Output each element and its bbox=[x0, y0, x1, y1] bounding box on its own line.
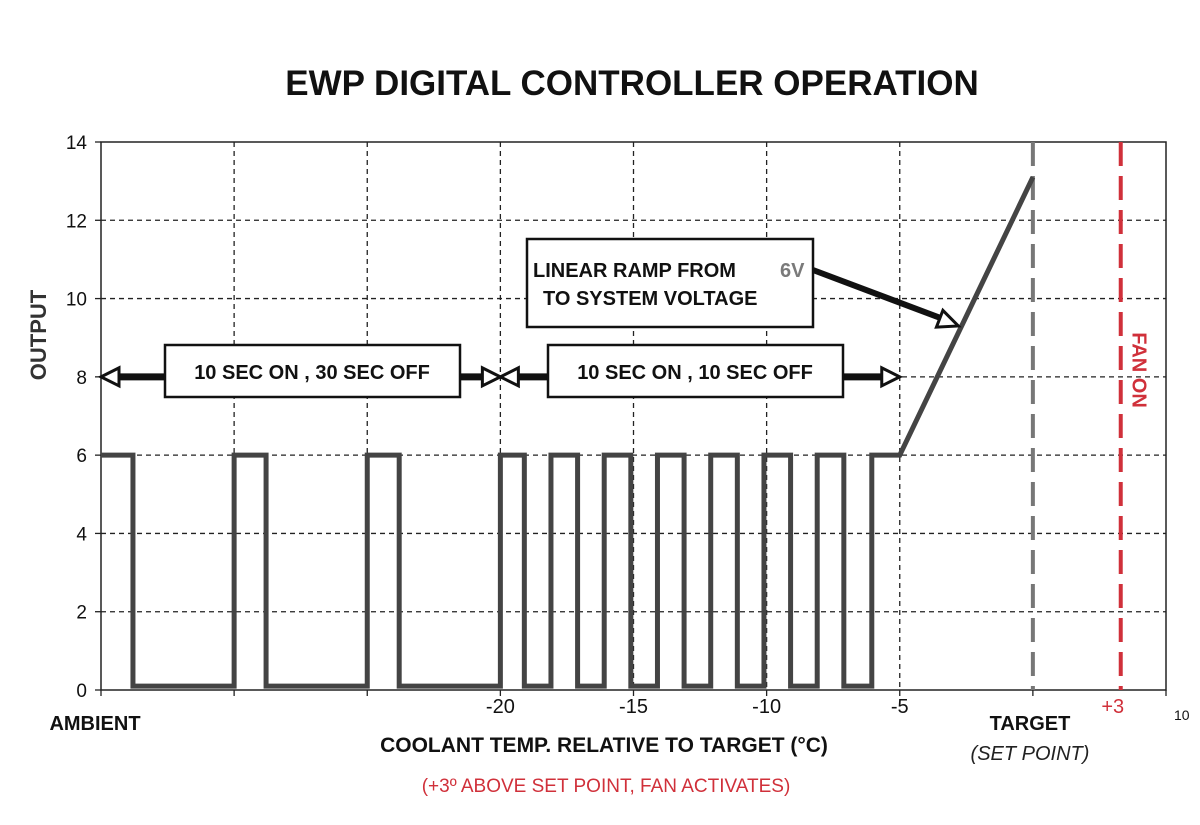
arrow-head bbox=[497, 365, 520, 389]
chart-title: EWP DIGITAL CONTROLLER OPERATION bbox=[285, 64, 979, 103]
target-label: TARGET bbox=[990, 713, 1071, 735]
arrow-head bbox=[97, 365, 121, 389]
x-axis-note: (+3º ABOVE SET POINT, FAN ACTIVATES) bbox=[422, 776, 791, 797]
target-sub-label: (SET POINT) bbox=[971, 743, 1090, 765]
annotation-text: 10 SEC ON , 10 SEC OFF bbox=[577, 362, 813, 384]
arrow-head bbox=[880, 365, 904, 389]
x-tick-label: -10 bbox=[752, 696, 781, 718]
x-tick-label: 10 bbox=[1174, 707, 1190, 723]
plot-frame bbox=[100, 141, 1167, 691]
y-axis-ticks: 0 2 4 6 8 10 12 14 bbox=[66, 133, 101, 702]
y-axis-label: OUTPUT bbox=[26, 289, 51, 380]
annotations: 10 SEC ON , 30 SEC OFF 10 SEC ON , 10 SEC… bbox=[97, 237, 962, 399]
ramp-arrow-head bbox=[934, 307, 962, 329]
y-tick-label: 0 bbox=[76, 681, 87, 702]
grid bbox=[100, 142, 1167, 696]
x-axis-ticks: -20 -15 -10 -5 +3 10 bbox=[486, 696, 1190, 723]
x-tick-label: -15 bbox=[619, 696, 648, 718]
y-tick-label: 14 bbox=[66, 133, 88, 154]
x-axis-label: COOLANT TEMP. RELATIVE TO TARGET (°C) bbox=[380, 734, 828, 757]
y-tick-label: 12 bbox=[66, 211, 87, 232]
annotation-box bbox=[163, 343, 462, 399]
fan-on-label: FAN ON bbox=[1128, 332, 1150, 408]
annotation-box bbox=[546, 343, 845, 399]
y-tick-label: 8 bbox=[76, 368, 87, 389]
y-tick-label: 2 bbox=[76, 603, 87, 624]
vertical-markers: FAN ON bbox=[1030, 142, 1150, 690]
ramp-annotation-highlight: 6V bbox=[780, 260, 805, 282]
ramp-annotation-line2: TO SYSTEM VOLTAGE bbox=[543, 288, 757, 310]
x-tick-label: -5 bbox=[891, 696, 909, 718]
annotation-text: 10 SEC ON , 30 SEC OFF bbox=[194, 362, 430, 384]
output-series-line bbox=[101, 176, 1036, 689]
ramp-annotation-box bbox=[525, 237, 815, 329]
x-tick-label: +3 bbox=[1101, 696, 1124, 718]
x-tick-label: -20 bbox=[486, 696, 515, 718]
y-tick-label: 6 bbox=[76, 446, 87, 467]
ramp-annotation-line1: LINEAR RAMP FROM bbox=[533, 260, 736, 282]
y-tick-label: 10 bbox=[66, 290, 87, 311]
y-tick-label: 4 bbox=[76, 524, 87, 545]
ramp-arrow-line bbox=[811, 267, 942, 321]
arrow-head bbox=[480, 365, 504, 389]
ambient-label: AMBIENT bbox=[49, 713, 140, 735]
